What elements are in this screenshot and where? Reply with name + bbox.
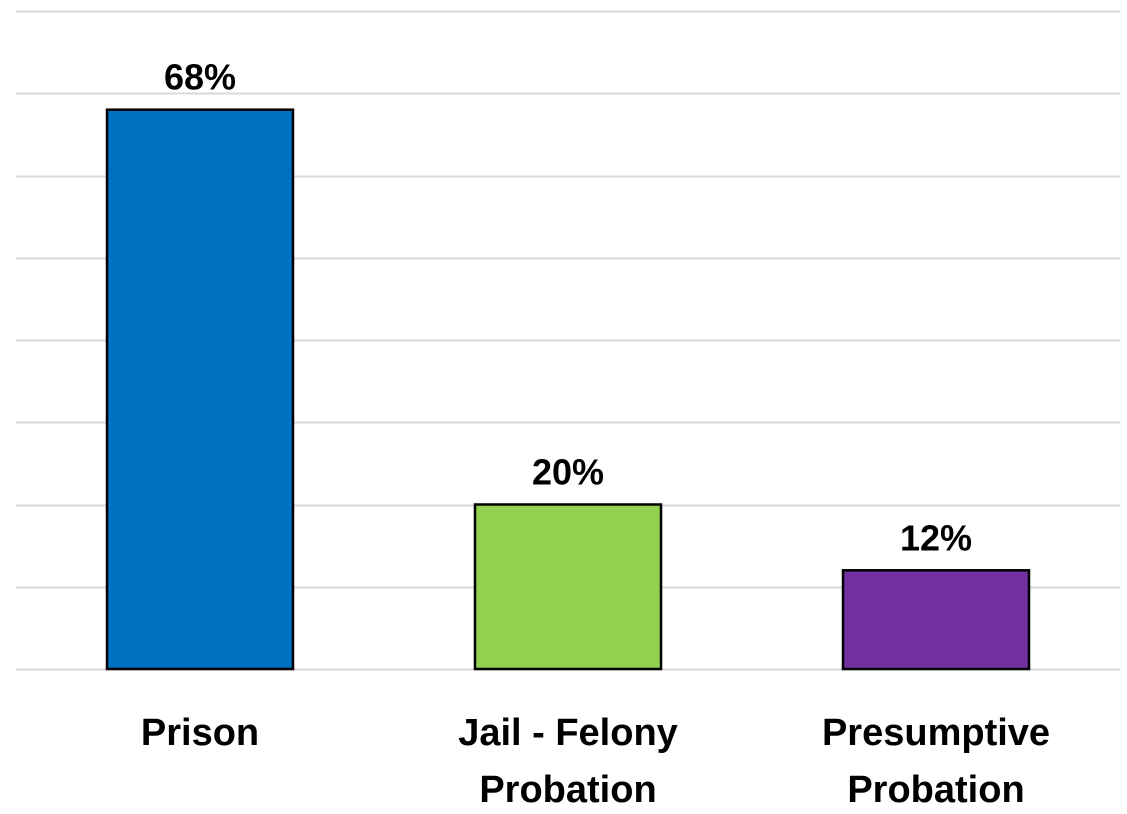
category-label-line: Probation	[479, 769, 656, 809]
category-label-3: Presumptive Probation	[822, 712, 1050, 809]
data-label-1: 68%	[164, 57, 236, 98]
bar-3	[841, 569, 1031, 671]
category-label-line: Prison	[141, 712, 259, 754]
bar-1	[105, 108, 295, 671]
category-label-1: Prison	[141, 712, 259, 754]
category-label-2: Jail - Felony Probation	[458, 712, 678, 809]
bars	[105, 108, 1031, 671]
bar-2	[473, 503, 663, 671]
category-label-line: Jail - Felony	[458, 712, 678, 754]
data-label-3: 12%	[900, 517, 972, 558]
data-label-2: 20%	[532, 452, 604, 493]
data-labels: 68% 20% 12%	[164, 57, 972, 559]
category-label-line: Probation	[847, 769, 1024, 809]
category-label-line: Presumptive	[822, 712, 1050, 754]
